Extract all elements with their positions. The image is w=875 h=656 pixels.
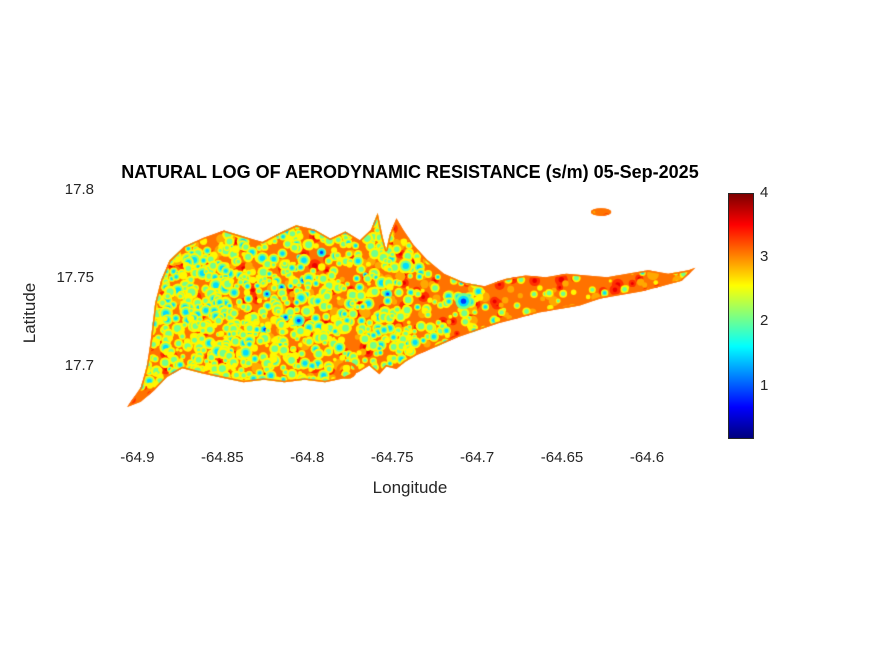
y-axis-label: Latitude — [20, 282, 39, 344]
colorbar-tick-label: 2 — [760, 312, 769, 330]
colorbar — [728, 193, 754, 439]
x-axis-label: Longitude — [372, 478, 448, 497]
x-tick-label: -64.85 — [201, 449, 244, 466]
x-tick-label: -64.7 — [459, 449, 495, 466]
map-canvas — [100, 190, 720, 437]
colorbar-tick-label: 4 — [760, 184, 769, 201]
x-tick-label: -64.9 — [120, 449, 155, 466]
colorbar-tick-label: 3 — [760, 248, 769, 266]
x-tick-label: -64.65 — [540, 449, 584, 466]
x-tick-label: -64.8 — [290, 449, 325, 466]
x-tick-label: -64.75 — [370, 449, 414, 466]
y-tick-label: 17.75 — [56, 269, 94, 287]
colorbar-tick-label: 1 — [760, 376, 769, 394]
x-tick-label: -64.6 — [629, 449, 665, 466]
y-tick-label: 17.7 — [64, 357, 94, 375]
plot-title: NATURAL LOG OF AERODYNAMIC RESISTANCE (s… — [121, 162, 699, 182]
y-tick-label: 17.8 — [64, 181, 94, 198]
